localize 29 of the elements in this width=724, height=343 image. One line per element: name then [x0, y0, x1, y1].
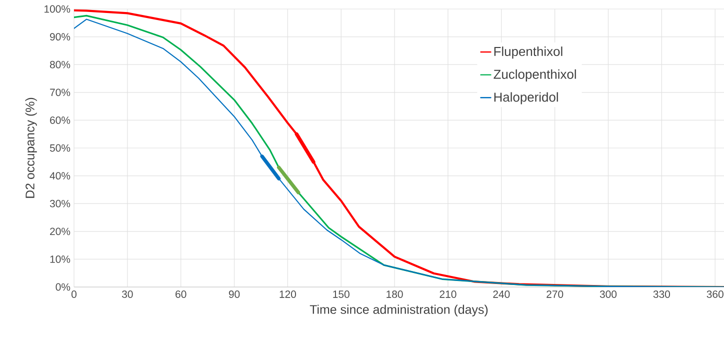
y-tick-label: 100% — [44, 5, 70, 13]
y-tick-label: 40% — [50, 172, 70, 180]
x-tick-label: 60 — [176, 290, 186, 298]
x-tick-label: 150 — [333, 290, 350, 298]
x-tick-label: 90 — [228, 290, 240, 298]
y-tick-label: 50% — [50, 144, 70, 152]
y-tick-label: 60% — [50, 116, 70, 124]
x-tick-label: 360 — [706, 290, 724, 298]
x-tick-label: 210 — [440, 290, 456, 298]
y-tick-label: 70% — [50, 88, 70, 96]
x-tick-label: 300 — [600, 290, 617, 298]
y-axis-title: D2 occupancy (%) — [25, 98, 37, 198]
x-tick-label: 180 — [386, 290, 403, 298]
y-tick-label: 80% — [50, 60, 70, 68]
x-axis-title: Time since administration (days) — [310, 304, 488, 316]
legend-label: Zuclopenthixol — [494, 69, 576, 82]
x-tick-label: 120 — [280, 290, 296, 298]
x-tick-label: 240 — [493, 290, 510, 298]
x-tick-label: 30 — [122, 290, 133, 298]
y-tick-label: 20% — [50, 228, 70, 236]
y-tick-label: 0% — [56, 283, 70, 291]
legend-label: Flupenthixol — [494, 46, 562, 59]
y-tick-label: 30% — [50, 200, 70, 208]
y-tick-label: 90% — [50, 33, 70, 41]
legend-label: Haloperidol — [494, 92, 558, 104]
x-tick-label: 330 — [653, 290, 670, 298]
x-tick-label: 0 — [71, 290, 76, 298]
x-tick-label: 270 — [546, 290, 564, 298]
y-tick-label: 10% — [50, 256, 70, 263]
